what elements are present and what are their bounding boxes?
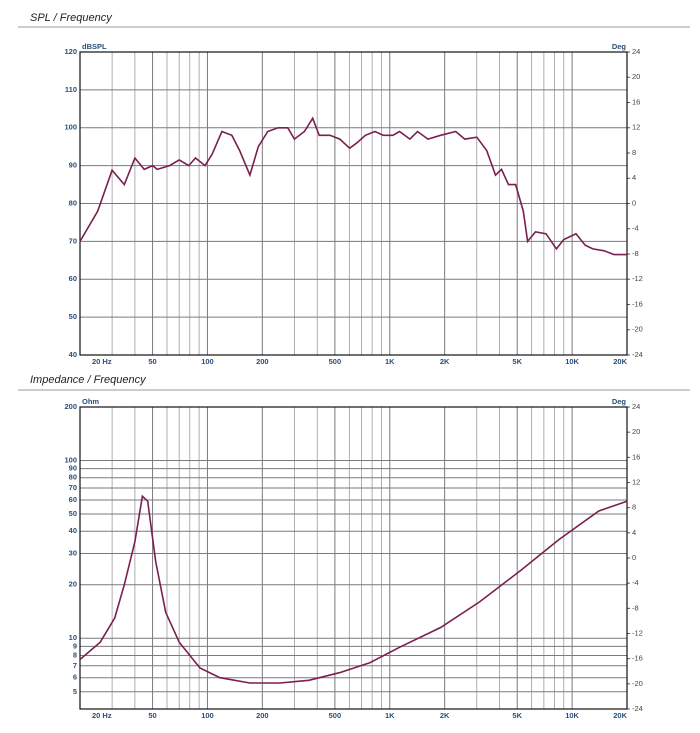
y-tick-label: 8: [73, 650, 77, 659]
x-tick-label: 50: [148, 357, 156, 366]
x-tick-label: 5K: [512, 357, 522, 366]
y-tick-label: 50: [69, 509, 77, 518]
y2-tick-label: 24: [632, 402, 640, 411]
y-tick-label: 120: [64, 47, 77, 56]
y-tick-label: 5: [73, 687, 77, 696]
y2-tick-label: -8: [632, 603, 639, 612]
x-tick-label: 100: [201, 357, 214, 366]
y2-tick-label: 8: [632, 148, 636, 157]
plot-frame: [79, 51, 628, 356]
y2-tick-label: -16: [632, 299, 643, 308]
x-tick-label: 10K: [565, 711, 579, 720]
y2-tick-label: -8: [632, 249, 639, 258]
y2-axis-label: Deg: [612, 397, 627, 406]
y2-tick-label: 20: [632, 72, 640, 81]
y-tick-label: 100: [64, 123, 77, 132]
y2-tick-label: -4: [632, 224, 639, 233]
y-tick-label: 7: [73, 661, 77, 670]
y2-tick-label: -20: [632, 679, 643, 688]
x-tick-label: 200: [256, 711, 269, 720]
y2-tick-label: 16: [632, 97, 640, 106]
section-title: Impedance / Frequency: [30, 374, 147, 386]
y2-tick-label: -12: [632, 274, 643, 283]
y-tick-label: 6: [73, 673, 77, 682]
y-tick-label: 60: [69, 495, 77, 504]
y2-tick-label: 4: [632, 173, 636, 182]
x-tick-label: 100: [201, 711, 214, 720]
y2-tick-label: -24: [632, 350, 643, 359]
y2-tick-label: 4: [632, 528, 636, 537]
y-tick-label: 9: [73, 641, 77, 650]
x-tick-label: 20 Hz: [92, 357, 112, 366]
y-tick-label: 200: [64, 402, 77, 411]
y-tick-label: 80: [69, 473, 77, 482]
x-tick-label: 20K: [613, 357, 627, 366]
y2-tick-label: 8: [632, 503, 636, 512]
y-axis-label: dBSPL: [82, 42, 107, 51]
x-tick-label: 500: [329, 711, 342, 720]
response-curve: [79, 494, 628, 684]
y2-tick-label: -20: [632, 325, 643, 334]
x-tick-label: 5K: [512, 711, 522, 720]
y-tick-label: 110: [65, 85, 77, 94]
y-tick-label: 70: [69, 236, 77, 245]
y-tick-label: 60: [69, 274, 77, 283]
y-tick-label: 50: [69, 312, 77, 321]
plot-area: [80, 407, 627, 709]
y-tick-label: 90: [69, 464, 77, 473]
y-tick-label: 20: [69, 580, 77, 589]
y2-tick-label: 12: [632, 477, 640, 486]
y-tick-label: 40: [69, 350, 77, 359]
x-tick-label: 1K: [385, 711, 395, 720]
y-tick-label: 40: [69, 526, 77, 535]
section-title: SPL / Frequency: [30, 12, 113, 24]
y2-tick-label: -24: [632, 704, 643, 713]
y-axis-label: Ohm: [82, 397, 99, 406]
y2-tick-label: 24: [632, 47, 640, 56]
x-tick-label: 200: [256, 357, 269, 366]
y2-tick-label: 20: [632, 427, 640, 436]
y2-tick-label: 0: [632, 553, 636, 562]
y2-tick-label: -16: [632, 654, 643, 663]
y-tick-label: 10: [69, 633, 77, 642]
y2-tick-label: -12: [632, 628, 643, 637]
x-tick-label: 500: [329, 357, 342, 366]
x-tick-label: 2K: [440, 711, 450, 720]
x-tick-label: 50: [148, 711, 156, 720]
y-tick-label: 100: [64, 455, 77, 464]
y2-tick-label: 16: [632, 452, 640, 461]
y-tick-label: 30: [69, 548, 77, 557]
x-tick-label: 20 Hz: [92, 711, 112, 720]
y-tick-label: 80: [69, 198, 77, 207]
y-tick-label: 70: [69, 483, 77, 492]
x-tick-label: 2K: [440, 357, 450, 366]
plot-frame: [79, 406, 628, 710]
y2-axis-label: Deg: [612, 42, 627, 51]
x-tick-label: 10K: [565, 357, 579, 366]
y2-tick-label: 0: [632, 198, 636, 207]
response-curve: [79, 116, 627, 256]
x-tick-label: 1K: [385, 357, 395, 366]
y2-tick-label: -4: [632, 578, 639, 587]
x-tick-label: 20K: [613, 711, 627, 720]
y2-tick-label: 12: [632, 123, 640, 132]
y-tick-label: 90: [69, 161, 77, 170]
